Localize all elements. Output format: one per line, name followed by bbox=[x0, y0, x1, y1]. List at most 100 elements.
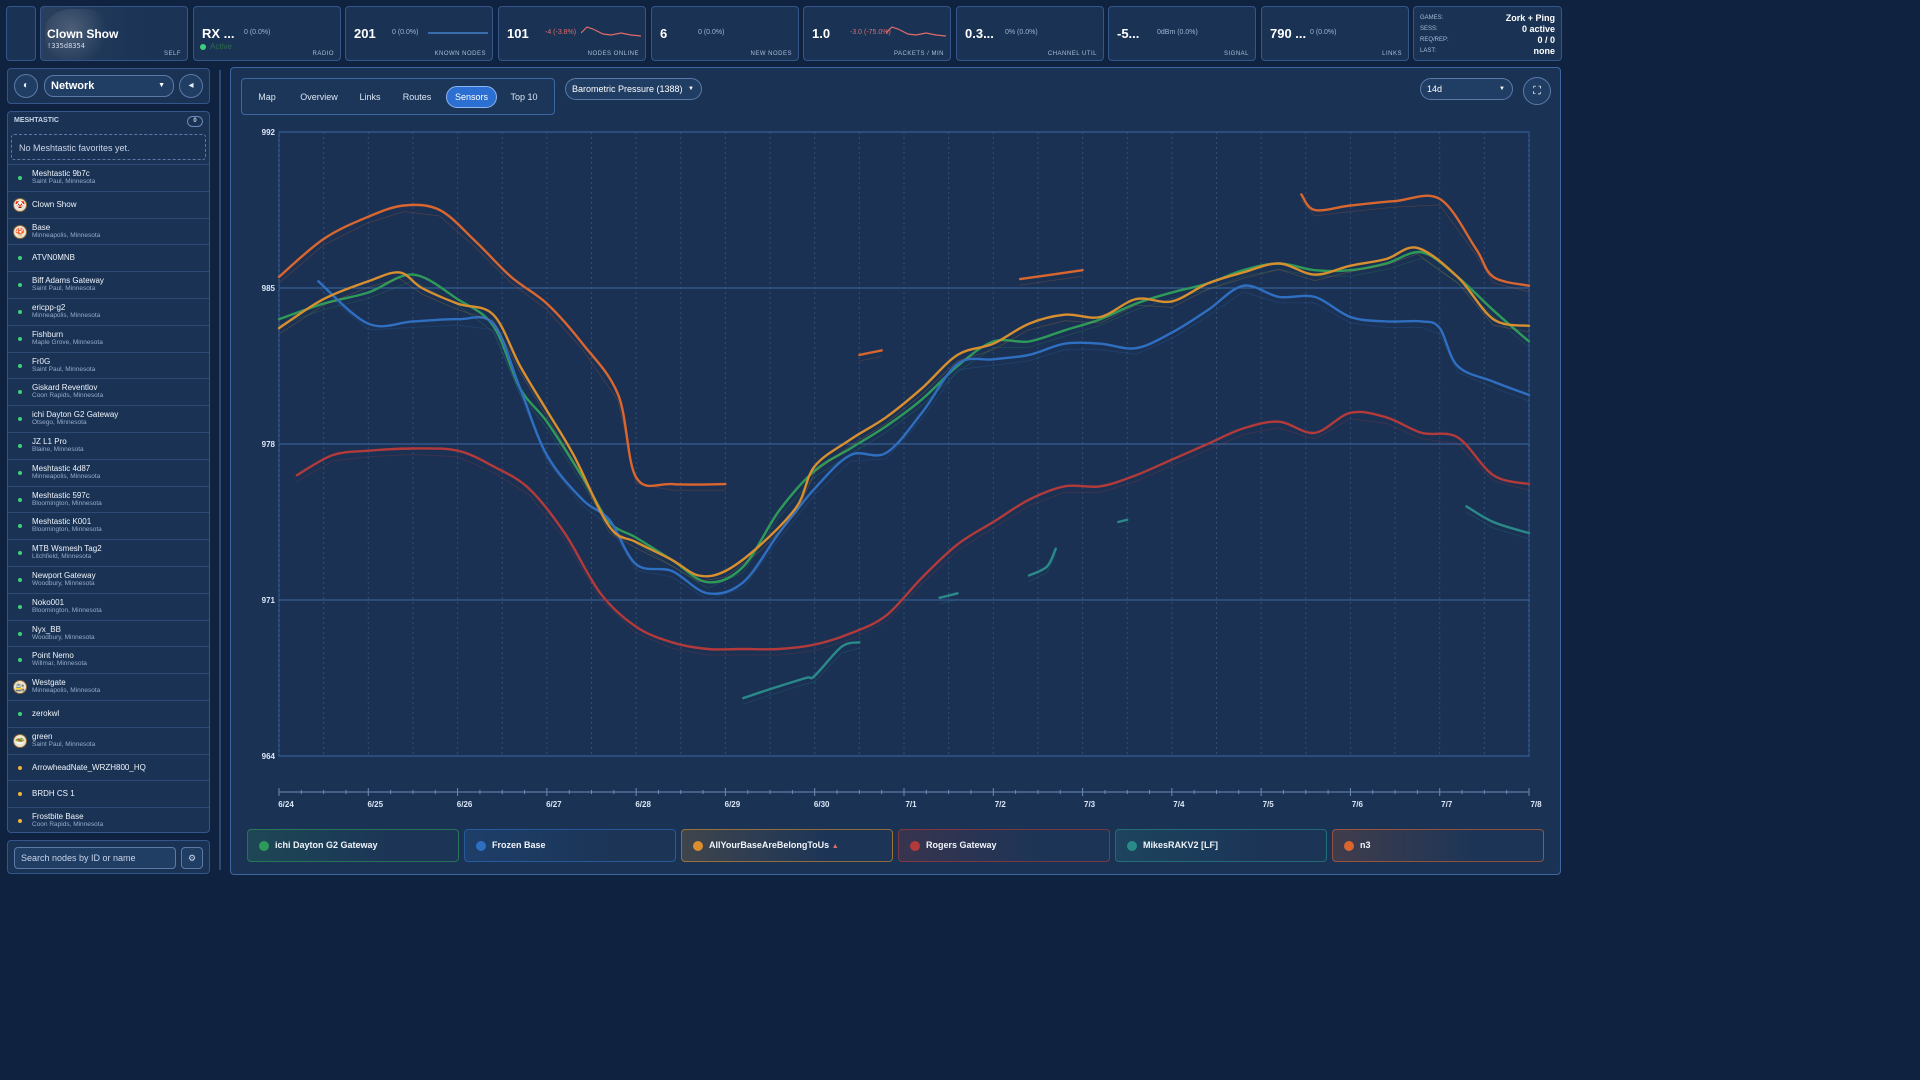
stat-label: LINKS bbox=[1382, 51, 1402, 57]
node-list-item[interactable]: ATVN0MNB bbox=[8, 244, 209, 271]
node-name: BRDH CS 1 bbox=[32, 789, 75, 799]
stat-value: -5... bbox=[1117, 26, 1140, 41]
pressure-chart[interactable]: 964 971 978 985 992 6/24 6/25 6/26 6/27 6/28 6/29 6… bbox=[231, 68, 1562, 828]
node-list-item[interactable]: Meshtastic K001 Bloomington, Minnesota bbox=[8, 512, 209, 539]
radio-label: RADIO bbox=[312, 51, 334, 57]
node-list-item[interactable]: MTB Wsmesh Tag2 Litchfield, Minnesota bbox=[8, 539, 209, 566]
legend-item[interactable]: Frozen Base bbox=[464, 829, 676, 862]
tab-sensors[interactable]: Sensors bbox=[446, 86, 497, 108]
node-avatar-icon: 🤡 bbox=[13, 197, 27, 212]
node-list-item[interactable]: 🥗 green Saint Paul, Minnesota bbox=[8, 726, 209, 754]
node-name: Nyx_BB bbox=[32, 624, 61, 634]
node-name: Fishburn bbox=[32, 329, 64, 339]
node-location: Saint Paul, Minnesota bbox=[32, 178, 96, 185]
tab-top10[interactable]: Top 10 bbox=[510, 92, 538, 102]
node-list-item[interactable]: Newport Gateway Woodbury, Minnesota bbox=[8, 565, 209, 593]
node-list-item[interactable]: Fr0G Saint Paul, Minnesota bbox=[8, 351, 209, 379]
main-panel: Map Overview Links Routes Sensors Top 10… bbox=[230, 67, 1561, 875]
series-raw-trace bbox=[278, 253, 1530, 582]
node-list-item[interactable]: Point Nemo Willmar, Minnesota bbox=[8, 646, 209, 673]
legend-item[interactable]: AllYourBaseAreBelongToUs ▲ bbox=[681, 829, 893, 862]
series-line bbox=[1027, 547, 1057, 577]
node-list-item[interactable]: Meshtastic 9b7c Saint Paul, Minnesota bbox=[8, 164, 209, 191]
tab-overview[interactable]: Overview bbox=[300, 92, 338, 102]
node-name: MTB Wsmesh Tag2 bbox=[32, 544, 102, 554]
legend-item[interactable]: n3 bbox=[1332, 829, 1544, 862]
node-list-item[interactable]: 🚉 Westgate Minneapolis, Minnesota bbox=[8, 673, 209, 700]
node-location: Willmar, Minnesota bbox=[32, 660, 87, 668]
node-list-item[interactable]: Noko001 Bloomington, Minnesota bbox=[8, 592, 209, 620]
last-row: LAST: none bbox=[1420, 46, 1555, 56]
section-header[interactable]: MESHTASTIC 0 bbox=[8, 112, 209, 132]
node-search-input[interactable]: Search nodes by ID or name bbox=[14, 847, 176, 869]
series-raw-trace bbox=[859, 356, 882, 362]
stat-tile-packets-min[interactable]: 1.0 -3.0 (-75.0%) PACKETS / MIN bbox=[803, 6, 951, 61]
node-list-item[interactable]: ArrowheadNate_WRZH800_HQ bbox=[8, 753, 209, 781]
stat-tile-new-nodes[interactable]: 6 0 (0.0%) NEW NODES bbox=[651, 6, 799, 61]
x-tick-label: 6/30 bbox=[814, 800, 830, 809]
series-line bbox=[938, 592, 959, 599]
network-select[interactable]: Network ▼ bbox=[44, 75, 174, 97]
stat-tile-channel-util[interactable]: 0.3... 0% (0.0%) CHANNEL UTIL bbox=[956, 6, 1104, 61]
legend-label: ichi Dayton G2 Gateway bbox=[275, 840, 378, 850]
node-list-item[interactable]: 🤡 Clown Show bbox=[8, 190, 209, 218]
series-raw-trace bbox=[1020, 275, 1083, 286]
legend-item[interactable]: Rogers Gateway bbox=[898, 829, 1110, 862]
stat-tile-known-nodes[interactable]: 201 0 (0.0%) KNOWN NODES bbox=[345, 6, 493, 61]
gear-icon[interactable]: ⚙ bbox=[181, 847, 203, 869]
node-list-item[interactable]: ichi Dayton G2 Gateway Otsego, Minnesota bbox=[8, 405, 209, 432]
metric-select[interactable]: Barometric Pressure (1388) ▼ bbox=[565, 78, 702, 100]
node-list-item[interactable]: zerokwl bbox=[8, 699, 209, 727]
stat-tile-signal[interactable]: -5... 0dBm (0.0%) SIGNAL bbox=[1108, 6, 1256, 61]
node-list-item[interactable]: ericpp-g2 Minneapolis, Minnesota bbox=[8, 297, 209, 325]
x-tick-label: 6/25 bbox=[367, 800, 383, 809]
node-list-item[interactable]: Nyx_BB Woodbury, Minnesota bbox=[8, 619, 209, 647]
tab-routes[interactable]: Routes bbox=[402, 92, 432, 102]
view-tabs: Map Overview Links Routes Sensors Top 10 bbox=[241, 78, 555, 115]
legend-item[interactable]: ichi Dayton G2 Gateway bbox=[247, 829, 459, 862]
node-name: green bbox=[32, 731, 53, 741]
node-location: Bloomington, Minnesota bbox=[32, 499, 102, 507]
node-location: Saint Paul, Minnesota bbox=[32, 365, 96, 373]
tab-links[interactable]: Links bbox=[359, 92, 381, 102]
node-list-item[interactable]: Frostbite Base Coon Rapids, Minnesota bbox=[8, 807, 209, 832]
stat-tile-nodes-online[interactable]: 101 -4 (-3.8%) NODES ONLINE bbox=[498, 6, 646, 61]
node-list-item[interactable]: Fishburn Maple Grove, Minnesota bbox=[8, 324, 209, 352]
node-name: zerokwl bbox=[32, 708, 60, 718]
node-name: Giskard Reventlov bbox=[32, 383, 98, 393]
series-raw-trace bbox=[1466, 512, 1530, 540]
node-status-dot-icon bbox=[18, 363, 22, 368]
node-status-dot-icon bbox=[18, 551, 22, 556]
node-name: Frostbite Base bbox=[32, 812, 84, 822]
radio-tile[interactable]: RX ... 0 (0.0%) Active RADIO bbox=[193, 6, 341, 61]
theme-toggle-icon[interactable]: ◐ bbox=[14, 74, 38, 98]
games-tile[interactable]: GAMES: Zork + Ping SESS: 0 active REQ/REP:… bbox=[1413, 6, 1562, 61]
node-list-item[interactable]: Biff Adams Gateway Saint Paul, Minnesota bbox=[8, 271, 209, 298]
node-name: Biff Adams Gateway bbox=[32, 276, 104, 286]
self-tile[interactable]: Clown Show !335d8354 SELF bbox=[40, 6, 188, 61]
x-tick-label: 7/4 bbox=[1173, 800, 1185, 809]
node-list-item[interactable]: 🍄 Base Minneapolis, Minnesota bbox=[8, 217, 209, 245]
fullscreen-icon[interactable]: ⛶ bbox=[1523, 77, 1551, 105]
node-location: Otsego, Minnesota bbox=[32, 419, 87, 427]
node-list-item[interactable]: Meshtastic 597c Bloomington, Minnesota bbox=[8, 485, 209, 513]
sparkline bbox=[886, 26, 946, 37]
tab-map[interactable]: Map bbox=[258, 92, 276, 102]
x-tick-label: 7/7 bbox=[1441, 800, 1453, 809]
stats-bar: Clown Show !335d8354 SELF RX ... 0 (0.0%… bbox=[6, 6, 1562, 61]
node-list-item[interactable]: JZ L1 Pro Blaine, Minnesota bbox=[8, 431, 209, 459]
chevron-down-icon: ▼ bbox=[158, 82, 165, 89]
sidebar-scrollbar[interactable] bbox=[219, 70, 221, 870]
stat-tile-links[interactable]: 790 ... 0 (0.0%) LINKS bbox=[1261, 6, 1409, 61]
stat-value: 101 bbox=[507, 26, 529, 41]
legend-label: Frozen Base bbox=[492, 840, 546, 850]
x-tick-label: 7/8 bbox=[1530, 800, 1542, 809]
logo-tile[interactable] bbox=[6, 6, 36, 61]
range-select[interactable]: 14d ▼ bbox=[1420, 78, 1513, 100]
collapse-sidebar-icon[interactable]: ◂ bbox=[179, 74, 203, 98]
node-status-dot-icon bbox=[18, 390, 22, 395]
node-list-item[interactable]: Giskard Reventlov Coon Rapids, Minnesota bbox=[8, 378, 209, 405]
legend-item[interactable]: MikesRAKV2 [LF] bbox=[1115, 829, 1327, 862]
node-list-item[interactable]: BRDH CS 1 bbox=[8, 780, 209, 807]
node-list-item[interactable]: Meshtastic 4d87 Minneapolis, Minnesota bbox=[8, 458, 209, 486]
